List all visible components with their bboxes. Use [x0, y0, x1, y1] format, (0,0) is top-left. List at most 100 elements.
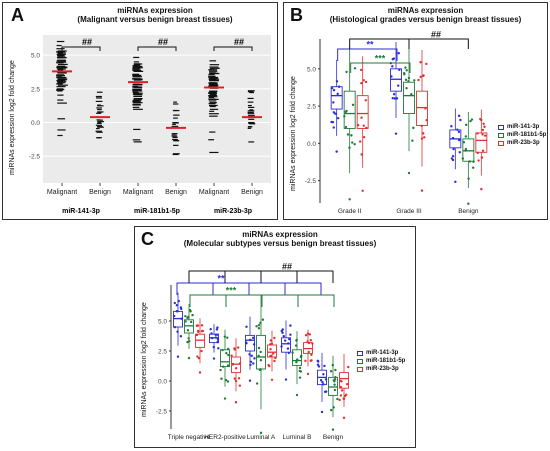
data-point: [133, 78, 143, 80]
data-point: [209, 66, 219, 68]
data-point: [216, 340, 219, 344]
data-point: [245, 325, 248, 329]
data-point: [210, 336, 214, 340]
data-point: [271, 352, 275, 355]
data-point: [249, 109, 254, 111]
data-point: [248, 122, 253, 125]
data-point: [209, 105, 216, 108]
data-point: [405, 69, 408, 72]
data-point: [226, 336, 229, 339]
data-point: [281, 328, 284, 331]
box: [390, 68, 402, 92]
data-point: [457, 114, 461, 118]
data-point: [304, 359, 307, 363]
data-point: [177, 299, 180, 303]
outlier-point: [331, 428, 335, 431]
chart-b: 5.0 2.5 0.0 -2.5 Grade II Grade III Benign ****…: [305, 30, 488, 215]
data-point: [364, 80, 368, 84]
data-point: [173, 117, 178, 119]
data-point: [208, 100, 217, 102]
data-point: [209, 64, 220, 66]
data-point: [412, 126, 415, 130]
data-point: [208, 113, 219, 115]
data-point: [197, 356, 201, 360]
data-point: [247, 90, 255, 92]
data-point: [173, 140, 179, 142]
x-tick-label: Luminal B: [283, 434, 312, 441]
data-point: [483, 125, 486, 128]
data-point: [340, 380, 343, 383]
data-point: [56, 88, 65, 91]
y-tick-label: -2.5: [29, 154, 41, 161]
data-point: [57, 118, 66, 120]
data-point: [132, 103, 141, 105]
outlier-point: [320, 410, 324, 414]
data-point: [173, 101, 177, 103]
data-point: [360, 81, 363, 85]
data-point: [420, 137, 424, 140]
data-point: [208, 82, 218, 84]
data-point: [57, 129, 66, 131]
data-point: [360, 116, 363, 119]
data-point: [57, 78, 66, 80]
chart-c: 5.0 2.5 0.0 -2.5 Triple negativeHER2-positiv…: [156, 262, 350, 441]
data-point: [456, 128, 459, 131]
outlier-point: [198, 371, 202, 374]
data-point: [247, 126, 253, 128]
data-point: [319, 379, 323, 382]
data-point: [212, 345, 216, 349]
outlier-point: [187, 356, 191, 360]
box: [475, 132, 488, 153]
x-tick-label: HER2-positive: [204, 434, 246, 441]
outlier-point: [420, 189, 424, 192]
data-point: [234, 379, 238, 383]
data-point: [334, 368, 337, 372]
data-point: [57, 84, 68, 86]
data-point: [362, 79, 365, 82]
data-point: [196, 330, 200, 333]
data-point: [304, 333, 308, 337]
data-point: [332, 111, 336, 114]
data-point: [257, 327, 261, 330]
data-point: [333, 388, 337, 392]
panel-c: C miRNAs expression (Molecular subtypes …: [134, 226, 416, 448]
data-point: [208, 92, 215, 94]
data-point: [195, 333, 199, 337]
outlier-point: [480, 187, 483, 191]
data-point: [345, 109, 348, 113]
data-point: [281, 331, 284, 334]
x-tick-label: Benign: [323, 434, 344, 441]
data-point: [340, 389, 344, 392]
significance-bracket: [213, 46, 253, 51]
data-point: [269, 343, 272, 346]
legend-item: miR-181b1-5p: [357, 357, 405, 365]
data-point: [339, 394, 343, 397]
data-point: [343, 115, 346, 118]
data-point: [316, 363, 320, 366]
data-point: [280, 345, 283, 348]
data-point: [97, 122, 102, 124]
data-point: [252, 343, 256, 346]
data-point: [97, 104, 101, 106]
significance-bracket: [350, 62, 411, 73]
data-point: [397, 84, 400, 87]
legend-item: miR-141-3p: [357, 349, 405, 357]
data-point: [132, 104, 141, 106]
data-point: [324, 390, 328, 393]
data-point: [56, 65, 66, 67]
data-point: [172, 122, 178, 124]
data-point: [189, 320, 193, 324]
data-point: [287, 342, 290, 345]
data-point: [419, 61, 422, 64]
data-point: [425, 119, 428, 122]
group-label: miR-23b-3p: [214, 208, 252, 215]
data-point: [331, 363, 335, 367]
data-point: [238, 384, 242, 387]
data-point: [356, 124, 360, 127]
data-point: [132, 78, 138, 80]
data-point: [96, 91, 103, 93]
data-point: [56, 60, 66, 62]
significance-label: ***: [226, 286, 237, 296]
data-point: [57, 71, 66, 74]
legend-label: miR-141-3p: [507, 124, 540, 130]
